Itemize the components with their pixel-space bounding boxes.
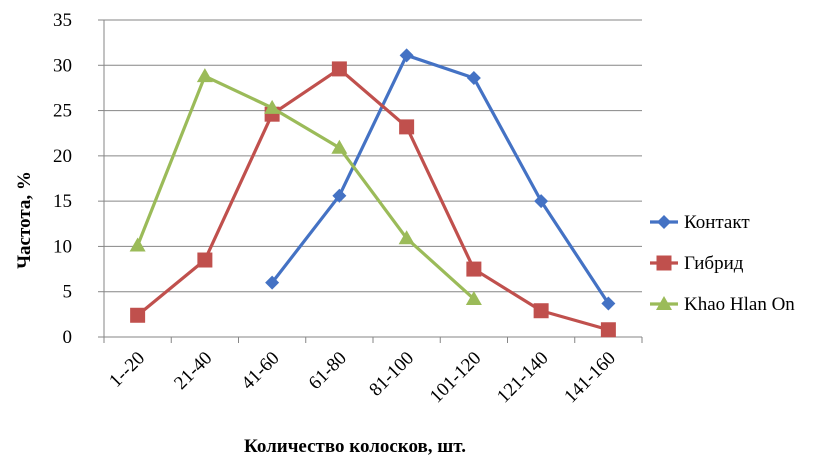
- y-tick-label: 30: [53, 55, 72, 76]
- legend-item-1: Контакт: [650, 212, 750, 233]
- marker-square: [600, 322, 616, 338]
- y-tick-label: 35: [53, 10, 72, 31]
- legend-label: Контакт: [684, 212, 750, 233]
- marker-triangle: [465, 290, 482, 305]
- axes: [98, 19, 643, 343]
- y-tick-label: 5: [63, 282, 73, 303]
- marker-triangle: [398, 230, 415, 245]
- x-tick-label: 21-40: [170, 348, 216, 394]
- marker-square: [533, 303, 549, 319]
- x-tick-label: 141-160: [560, 348, 620, 408]
- legend-item-3: Khao Hlan On: [650, 294, 795, 315]
- y-tick-label: 20: [53, 146, 72, 167]
- legend: Контакт Гибрид Khao Hlan On: [650, 212, 795, 315]
- marker-square: [656, 255, 672, 271]
- series-line: [136, 67, 609, 332]
- marker-square: [399, 119, 415, 135]
- gridlines: [104, 19, 642, 293]
- x-tick-label: 41-60: [237, 348, 283, 394]
- marker-square: [130, 307, 146, 323]
- series-1: [265, 48, 616, 311]
- marker-diamond: [265, 275, 280, 290]
- series-lines: [129, 48, 616, 338]
- series-line: [136, 74, 475, 301]
- marker-diamond: [534, 194, 549, 209]
- x-tick-label: 121-140: [493, 348, 553, 408]
- series-3: [129, 68, 482, 305]
- y-tick-label: 10: [53, 236, 72, 257]
- y-tick-label: 25: [53, 101, 72, 122]
- x-axis-title: Количество колосков, шт.: [244, 436, 466, 457]
- legend-label: Гибрид: [684, 253, 744, 274]
- marker-triangle: [331, 139, 348, 154]
- marker-diamond: [657, 215, 671, 229]
- y-tick-label: 0: [63, 327, 73, 348]
- marker-triangle: [656, 296, 672, 310]
- y-tick-label: 15: [53, 191, 72, 212]
- marker-square: [331, 61, 347, 77]
- marker-square: [197, 252, 213, 268]
- marker-triangle: [264, 99, 281, 114]
- marker-triangle: [129, 237, 146, 252]
- marker-triangle: [196, 68, 213, 83]
- legend-label: Khao Hlan On: [684, 294, 795, 315]
- legend-item-2: Гибрид: [650, 253, 744, 274]
- x-tick-label: 101-120: [426, 348, 486, 408]
- marker-square: [466, 261, 482, 277]
- series-line: [270, 53, 610, 305]
- marker-diamond: [466, 70, 481, 85]
- marker-diamond: [601, 296, 616, 311]
- x-tick-label: 61-80: [305, 348, 351, 394]
- x-tick-label: 1--20: [105, 348, 149, 392]
- x-tick-label: 81-100: [365, 348, 418, 401]
- marker-diamond: [399, 48, 414, 63]
- y-axis-title: Частота, %: [14, 171, 35, 269]
- marker-diamond: [332, 188, 347, 203]
